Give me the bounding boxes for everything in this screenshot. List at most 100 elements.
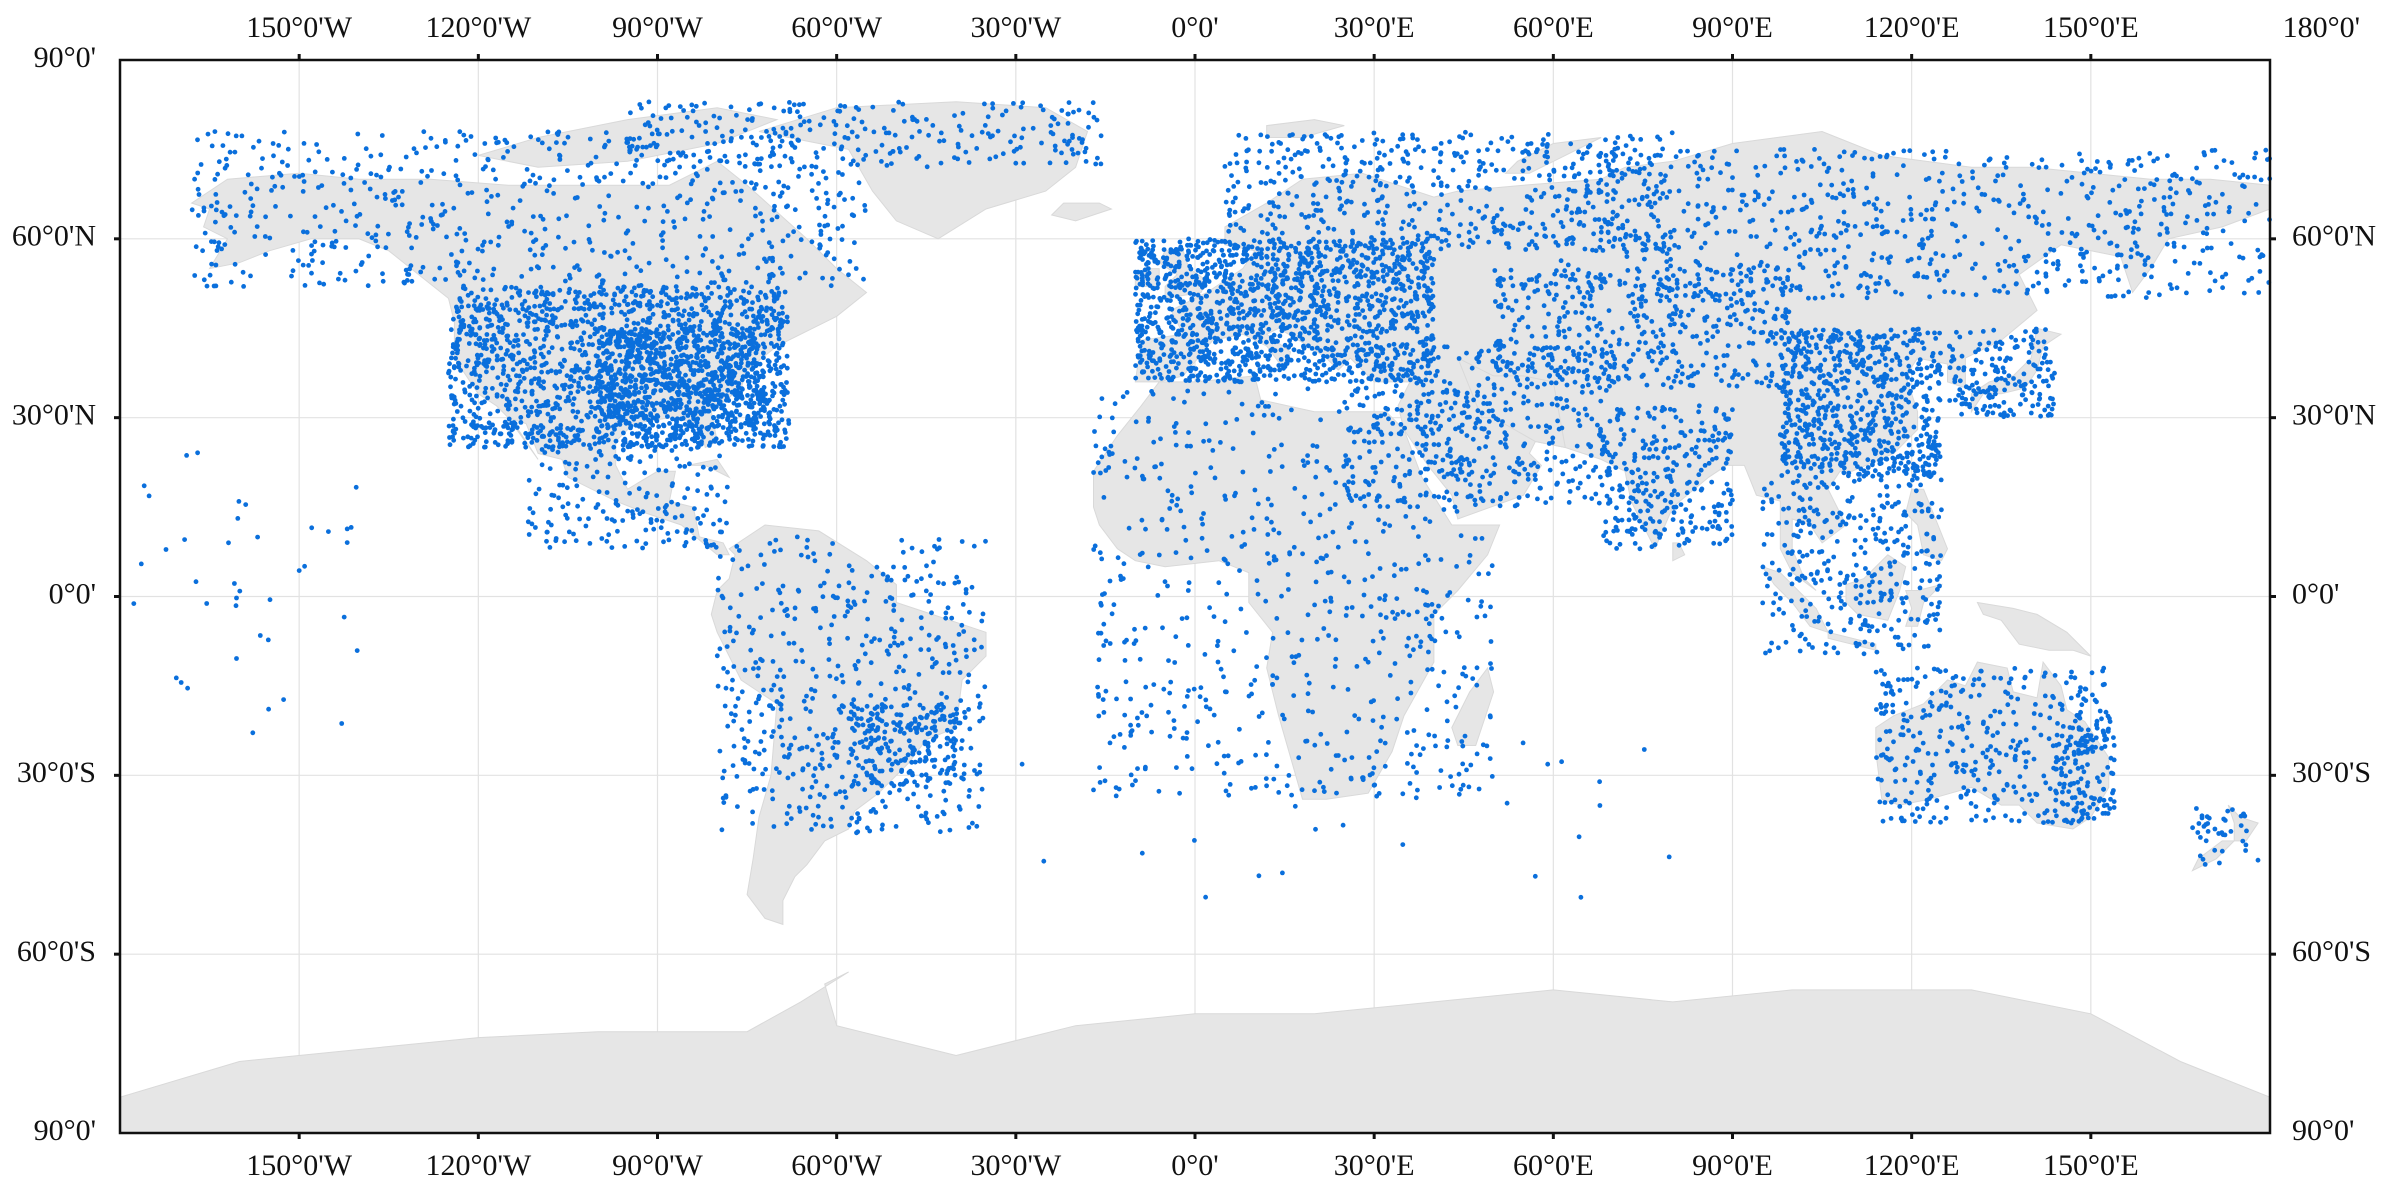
station-point-north-america bbox=[568, 374, 574, 380]
station-point-europe bbox=[1187, 281, 1193, 286]
station-point-canada-alaska bbox=[839, 237, 845, 243]
station-point-north-america bbox=[634, 300, 640, 306]
station-point-north-america bbox=[500, 317, 505, 322]
station-point-north-america bbox=[525, 320, 531, 325]
station-point-north-america bbox=[619, 309, 624, 315]
station-point-mexico-central-america bbox=[575, 503, 580, 509]
station-point-canada-alaska bbox=[251, 144, 256, 150]
station-point-brazil-south-dense bbox=[926, 751, 932, 757]
station-point-us-east-dense bbox=[619, 404, 625, 410]
station-point-europe bbox=[1410, 261, 1416, 266]
station-point-greenland-arctic bbox=[668, 115, 674, 121]
station-point-north-america bbox=[629, 414, 635, 420]
station-point-europe bbox=[1350, 342, 1356, 348]
station-point-mexico-central-america bbox=[630, 515, 636, 520]
station-point-north-america bbox=[779, 417, 785, 423]
station-point-greenland-arctic bbox=[982, 123, 988, 128]
station-point-north-america bbox=[771, 298, 777, 304]
station-point-europe bbox=[1243, 362, 1248, 368]
station-point-greenland-arctic bbox=[891, 108, 896, 113]
station-point-europe bbox=[1195, 268, 1201, 273]
station-point-north-america bbox=[468, 435, 474, 441]
station-point-canada-alaska bbox=[219, 246, 225, 252]
station-point-north-america bbox=[450, 423, 456, 428]
station-point-canada-alaska bbox=[260, 156, 265, 162]
station-point-canada-alaska bbox=[455, 270, 461, 275]
station-point-north-america bbox=[612, 372, 618, 378]
station-point-canada-alaska bbox=[586, 223, 592, 229]
station-point-canada-alaska bbox=[369, 235, 375, 241]
station-point-us-east-dense bbox=[733, 419, 738, 424]
station-point-canada-alaska bbox=[420, 214, 426, 220]
station-point-north-america bbox=[473, 332, 479, 337]
station-point-south-america bbox=[892, 640, 897, 646]
station-point-mexico-central-america bbox=[613, 501, 619, 506]
station-point-canada-alaska bbox=[380, 278, 386, 284]
station-point-north-america bbox=[783, 436, 789, 441]
station-point-canada-alaska bbox=[368, 171, 374, 177]
station-point-south-america bbox=[780, 694, 785, 700]
station-point-us-east-dense bbox=[716, 400, 722, 406]
station-point-south-america bbox=[926, 632, 932, 638]
station-point-north-america bbox=[559, 346, 565, 352]
station-point-greenland-arctic bbox=[856, 107, 862, 112]
station-point-europe bbox=[1170, 374, 1176, 380]
station-point-north-america bbox=[472, 316, 478, 322]
station-point-canada-alaska bbox=[367, 186, 373, 192]
station-point-europe bbox=[1301, 345, 1307, 351]
station-point-north-america bbox=[776, 336, 782, 342]
station-point-mexico-central-america bbox=[658, 525, 664, 531]
station-point-greenland-arctic bbox=[1000, 112, 1005, 118]
station-point-north-america bbox=[739, 311, 745, 317]
station-point-north-america bbox=[581, 369, 586, 375]
station-point-europe bbox=[1366, 302, 1372, 308]
station-point-north-america bbox=[528, 365, 533, 371]
station-point-canada-alaska bbox=[312, 239, 318, 245]
station-point-mexico-central-america bbox=[622, 438, 628, 443]
station-point-greenland-arctic bbox=[644, 144, 649, 150]
station-point-canada-alaska bbox=[348, 175, 354, 181]
station-point-canada-alaska bbox=[788, 253, 794, 259]
station-point-north-america bbox=[465, 358, 471, 364]
station-point-south-america bbox=[868, 660, 874, 666]
station-point-us-east-dense bbox=[654, 377, 660, 383]
station-point-canada-alaska bbox=[429, 168, 434, 173]
station-point-north-america bbox=[756, 325, 761, 330]
station-point-north-america bbox=[642, 389, 648, 395]
station-point-north-america bbox=[524, 367, 530, 372]
station-point-canada-alaska bbox=[622, 248, 628, 254]
station-point-north-america bbox=[727, 346, 732, 351]
station-point-canada-alaska bbox=[831, 256, 837, 262]
station-point-us-east-dense bbox=[749, 346, 754, 352]
station-point-us-east-dense bbox=[677, 370, 682, 376]
station-point-us-east-dense bbox=[718, 347, 724, 353]
station-point-us-east-dense bbox=[744, 400, 749, 406]
station-point-canada-alaska bbox=[542, 226, 548, 232]
station-point-canada-alaska bbox=[665, 209, 670, 214]
station-point-canada-alaska bbox=[442, 209, 448, 214]
station-point-south-america bbox=[852, 602, 858, 607]
station-point-north-america bbox=[636, 359, 642, 365]
station-point-europe bbox=[1344, 298, 1349, 304]
station-point-south-america bbox=[759, 658, 765, 664]
station-point-north-america bbox=[758, 430, 763, 436]
station-point-south-america bbox=[979, 644, 984, 650]
station-point-europe bbox=[1195, 238, 1201, 244]
station-point-us-east-dense bbox=[661, 346, 667, 351]
station-point-europe bbox=[1410, 313, 1416, 318]
station-point-south-america bbox=[761, 687, 766, 693]
station-point-us-east-dense bbox=[711, 347, 717, 352]
station-point-europe bbox=[1211, 270, 1217, 276]
station-point-north-america bbox=[515, 389, 521, 395]
station-point-europe bbox=[1381, 307, 1387, 313]
station-point-canada-alaska bbox=[254, 186, 260, 192]
station-point-mexico-central-america bbox=[717, 529, 723, 535]
station-point-greenland-arctic bbox=[884, 163, 890, 168]
station-point-greenland-arctic bbox=[770, 149, 775, 155]
station-point-north-america bbox=[648, 288, 654, 294]
station-point-europe bbox=[1335, 317, 1341, 323]
station-point-brazil-south-dense bbox=[875, 711, 880, 717]
station-point-mexico-central-america bbox=[669, 448, 675, 453]
station-point-north-america bbox=[623, 294, 629, 299]
station-point-europe bbox=[1155, 275, 1161, 281]
